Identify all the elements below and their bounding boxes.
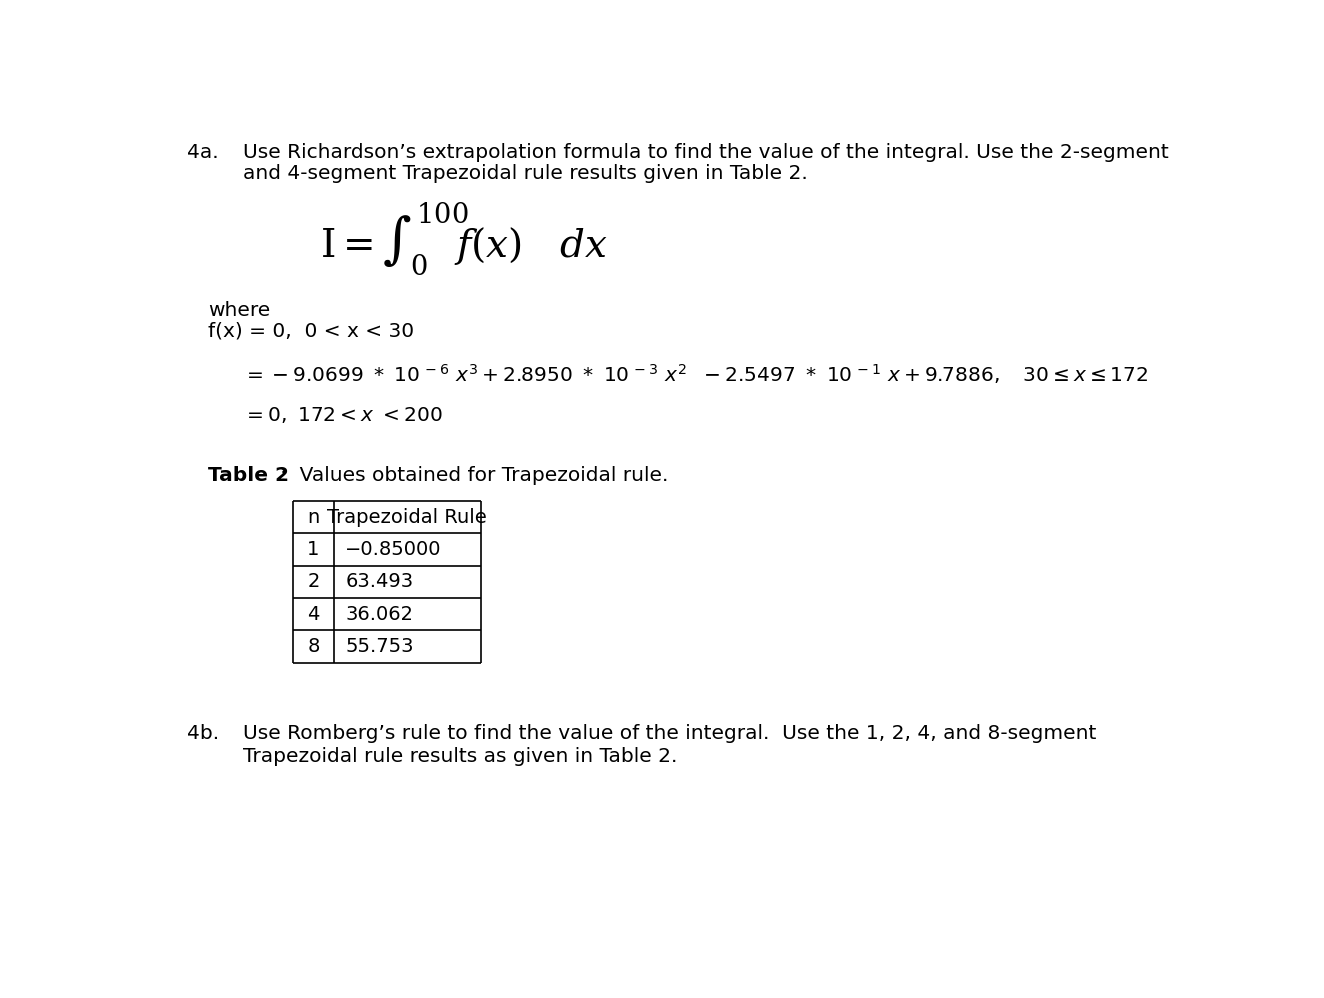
Text: Use Richardson’s extrapolation formula to find the value of the integral. Use th: Use Richardson’s extrapolation formula t…: [244, 143, 1169, 162]
Text: :  Values obtained for Trapezoidal rule.: : Values obtained for Trapezoidal rule.: [281, 466, 669, 485]
Text: 4: 4: [307, 605, 319, 624]
Text: 4b.: 4b.: [187, 725, 220, 744]
Text: $\mathrm{I} = \int_0^{100}\!\! f(x) \quad dx$: $\mathrm{I} = \int_0^{100}\!\! f(x) \qua…: [320, 201, 608, 276]
Text: where: where: [208, 300, 270, 319]
Text: 63.493: 63.493: [346, 572, 413, 591]
Text: and 4-segment Trapezoidal rule results given in Table 2.: and 4-segment Trapezoidal rule results g…: [244, 165, 808, 184]
Text: $= -9.0699\ *\ 10^{\,-6}\ x^3 + 2.8950\ *\ 10^{\,-3}\ x^2\ \ - 2.5497\ *\ 10^{\,: $= -9.0699\ *\ 10^{\,-6}\ x^3 + 2.8950\ …: [244, 362, 1148, 386]
Text: 36.062: 36.062: [346, 605, 413, 624]
Text: $= 0,\ 172 < x\ < 200$: $= 0,\ 172 < x\ < 200$: [244, 404, 442, 425]
Text: n: n: [307, 508, 319, 527]
Text: Table 2: Table 2: [208, 466, 289, 485]
Text: 55.753: 55.753: [346, 637, 414, 656]
Text: Use Romberg’s rule to find the value of the integral.  Use the 1, 2, 4, and 8-se: Use Romberg’s rule to find the value of …: [244, 725, 1096, 744]
Text: Trapezoidal Rule: Trapezoidal Rule: [327, 508, 487, 527]
Text: Trapezoidal rule results as given in Table 2.: Trapezoidal rule results as given in Tab…: [244, 748, 678, 766]
Text: −0.85000: −0.85000: [346, 540, 442, 559]
Text: 2: 2: [307, 572, 319, 591]
Text: 1: 1: [307, 540, 319, 559]
Text: 4a.: 4a.: [187, 143, 218, 162]
Text: f(x) = 0,  0 < x < 30: f(x) = 0, 0 < x < 30: [208, 321, 414, 340]
Text: 8: 8: [307, 637, 319, 656]
